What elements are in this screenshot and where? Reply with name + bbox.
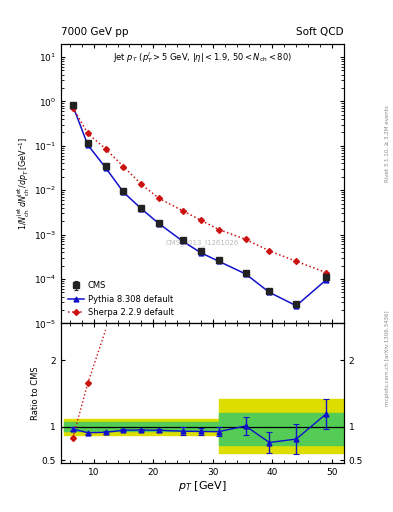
Sherpa 2.2.9 default [198, 217, 203, 223]
Sherpa 2.2.9 default [85, 130, 90, 136]
Pythia 8.308 default [181, 239, 185, 245]
Sherpa 2.2.9 default [294, 258, 299, 264]
Y-axis label: Ratio to CMS: Ratio to CMS [31, 367, 40, 420]
Text: mcplots.cern.ch [arXiv:1306.3436]: mcplots.cern.ch [arXiv:1306.3436] [385, 311, 390, 406]
Sherpa 2.2.9 default [243, 237, 248, 243]
Pythia 8.308 default [324, 277, 329, 283]
Legend: CMS, Pythia 8.308 default, Sherpa 2.2.9 default: CMS, Pythia 8.308 default, Sherpa 2.2.9 … [65, 279, 176, 319]
Pythia 8.308 default [243, 271, 248, 277]
Pythia 8.308 default [70, 103, 75, 109]
Text: CMS_2013_I1261026: CMS_2013_I1261026 [166, 239, 239, 246]
Sherpa 2.2.9 default [267, 248, 272, 254]
Text: Jet $p_T$ ($p_T^l$$>$5 GeV, $|\eta|$$<$1.9, 50$<$$N_\mathrm{ch}$$<$80): Jet $p_T$ ($p_T^l$$>$5 GeV, $|\eta|$$<$1… [113, 51, 292, 66]
Sherpa 2.2.9 default [139, 181, 144, 187]
Pythia 8.308 default [85, 142, 90, 148]
Pythia 8.308 default [217, 258, 221, 264]
Pythia 8.308 default [157, 221, 162, 227]
Text: Soft QCD: Soft QCD [296, 27, 344, 37]
Sherpa 2.2.9 default [121, 163, 126, 169]
Text: 7000 GeV pp: 7000 GeV pp [61, 27, 129, 37]
Pythia 8.308 default [121, 189, 126, 195]
Pythia 8.308 default [267, 289, 272, 295]
Text: Rivet 3.1.10, ≥ 3.2M events: Rivet 3.1.10, ≥ 3.2M events [385, 105, 390, 182]
Sherpa 2.2.9 default [103, 146, 108, 152]
Sherpa 2.2.9 default [157, 196, 162, 202]
Pythia 8.308 default [198, 250, 203, 256]
Line: Pythia 8.308 default: Pythia 8.308 default [70, 103, 329, 308]
Pythia 8.308 default [294, 303, 299, 309]
Pythia 8.308 default [139, 206, 144, 212]
Sherpa 2.2.9 default [70, 104, 75, 111]
Sherpa 2.2.9 default [324, 269, 329, 275]
X-axis label: $p_T$ [GeV]: $p_T$ [GeV] [178, 479, 227, 493]
Sherpa 2.2.9 default [217, 226, 221, 232]
Y-axis label: $1/N_\mathrm{ch}^\mathrm{jet}\,dN_\mathrm{ch}^\mathrm{jet}/dp_T\,[\mathrm{GeV}^{: $1/N_\mathrm{ch}^\mathrm{jet}\,dN_\mathr… [16, 137, 32, 230]
Line: Sherpa 2.2.9 default: Sherpa 2.2.9 default [71, 105, 328, 274]
Pythia 8.308 default [103, 165, 108, 171]
Sherpa 2.2.9 default [181, 208, 185, 214]
